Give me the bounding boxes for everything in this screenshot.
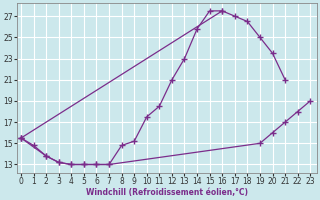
X-axis label: Windchill (Refroidissement éolien,°C): Windchill (Refroidissement éolien,°C) xyxy=(86,188,248,197)
